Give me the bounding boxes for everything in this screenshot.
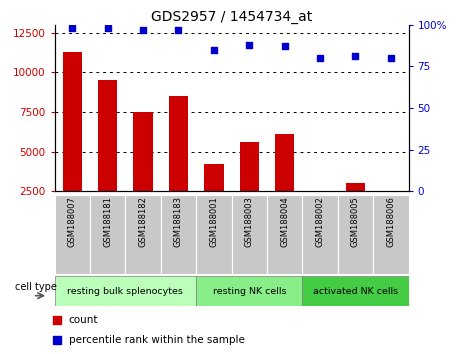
Bar [98,80,117,191]
Bar [55,195,90,274]
Title: GDS2957 / 1454734_at: GDS2957 / 1454734_at [151,10,312,24]
Text: percentile rank within the sample: percentile rank within the sample [69,335,245,345]
Text: GSM188003: GSM188003 [245,196,254,247]
Text: GSM188001: GSM188001 [209,196,218,247]
Bar [338,195,373,274]
Text: cell type: cell type [15,282,57,292]
Bar [133,112,153,191]
Bar [232,195,267,274]
Text: GSM188005: GSM188005 [351,196,360,247]
Bar [63,52,82,191]
Bar [303,276,408,306]
Text: resting NK cells: resting NK cells [212,287,286,296]
Bar [125,195,161,274]
Bar [204,164,224,191]
Point [68,25,76,31]
Point [316,55,324,61]
Bar [90,195,125,274]
Text: GSM188007: GSM188007 [68,196,77,247]
Text: GSM188182: GSM188182 [139,196,148,247]
Bar [196,195,232,274]
Bar [310,191,330,193]
Bar [302,195,338,274]
Bar [169,96,188,191]
Bar [239,142,259,191]
Point [387,55,395,61]
Bar [373,195,408,274]
Bar [161,195,196,274]
Text: count: count [69,315,98,325]
Bar [346,183,365,191]
Point [210,47,218,52]
Text: GSM188183: GSM188183 [174,196,183,247]
Bar [381,191,400,193]
Point [218,85,226,91]
Text: GSM188002: GSM188002 [315,196,324,247]
Point [246,42,253,47]
Bar [55,276,196,306]
Text: activated NK cells: activated NK cells [313,287,398,296]
Point [218,262,226,268]
Point [352,53,359,59]
Text: resting bulk splenocytes: resting bulk splenocytes [67,287,183,296]
Text: GSM188181: GSM188181 [103,196,112,247]
Bar [275,134,294,191]
Bar [267,195,303,274]
Point [175,27,182,33]
Point [281,44,288,49]
Text: GSM188006: GSM188006 [386,196,395,247]
Point [104,25,112,31]
Point [139,27,147,33]
Text: GSM188004: GSM188004 [280,196,289,247]
Bar [196,276,303,306]
